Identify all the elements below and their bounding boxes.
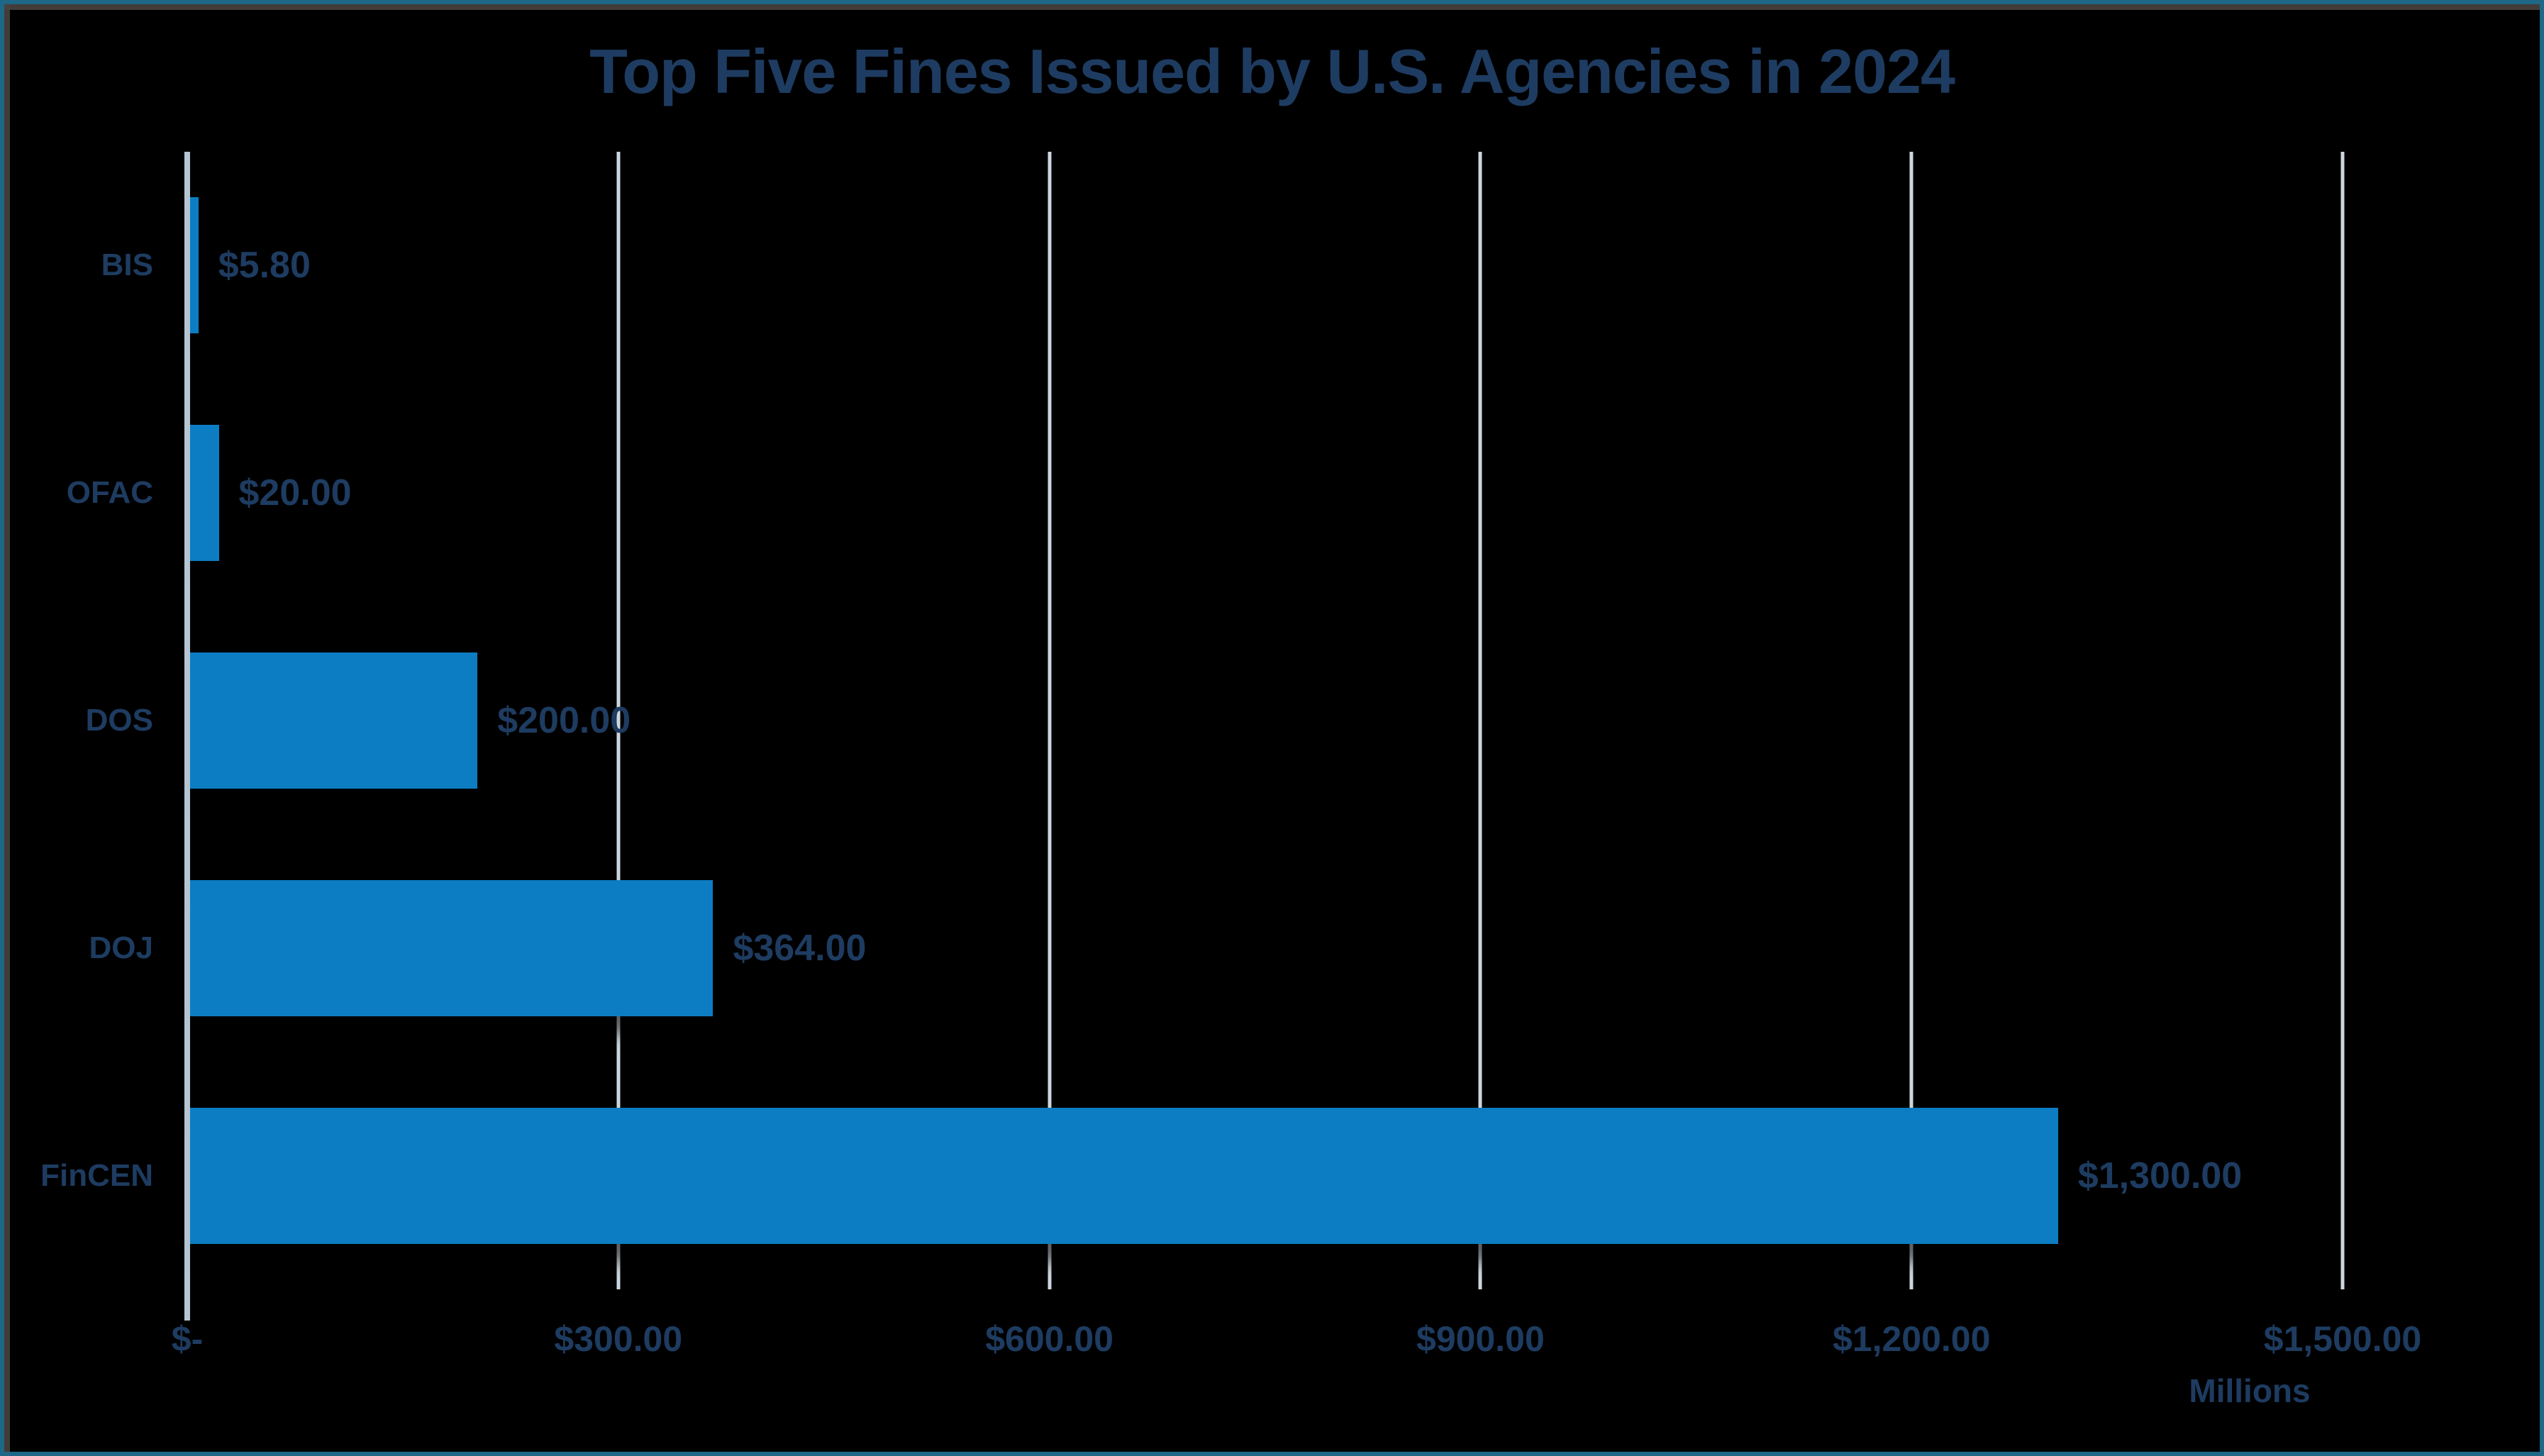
category-label: BIS [101,248,153,283]
category-label: OFAC [66,475,153,511]
bar-value-label: $20.00 [238,472,352,514]
x-tick-label: $- [171,1319,204,1359]
category-label: DOS [85,703,153,738]
bar-dos [190,652,478,789]
gridline [2340,152,2345,1289]
category-label: DOJ [89,930,153,965]
category-label: FinCEN [40,1157,153,1193]
bar-ofac [190,425,219,562]
gridline [616,152,621,1289]
y-axis-line [184,152,190,1321]
frame-inner-shadow-left [4,4,10,1452]
bar-doj [190,879,713,1016]
x-tick-label: $1,500.00 [2263,1319,2422,1359]
bar-value-label: $5.80 [218,245,311,287]
x-tick-label: $300.00 [554,1319,683,1359]
x-tick-label: $900.00 [1416,1319,1545,1359]
x-tick-label: $1,200.00 [1832,1319,1991,1359]
gridline [1478,152,1482,1289]
bar-value-label: $1,300.00 [2077,1155,2243,1196]
bar-value-label: $200.00 [497,700,631,741]
chart-title: Top Five Fines Issued by U.S. Agencies i… [589,36,1955,106]
bar-value-label: $364.00 [733,927,867,969]
axis-unit-label: Millions [2189,1372,2311,1409]
bar-fincen [190,1107,2058,1244]
bar-bis [190,197,199,334]
gridline [1048,152,1052,1289]
x-tick-label: $600.00 [985,1319,1113,1359]
gridline [1909,152,1913,1289]
frame-inner-shadow-top [4,4,2540,10]
